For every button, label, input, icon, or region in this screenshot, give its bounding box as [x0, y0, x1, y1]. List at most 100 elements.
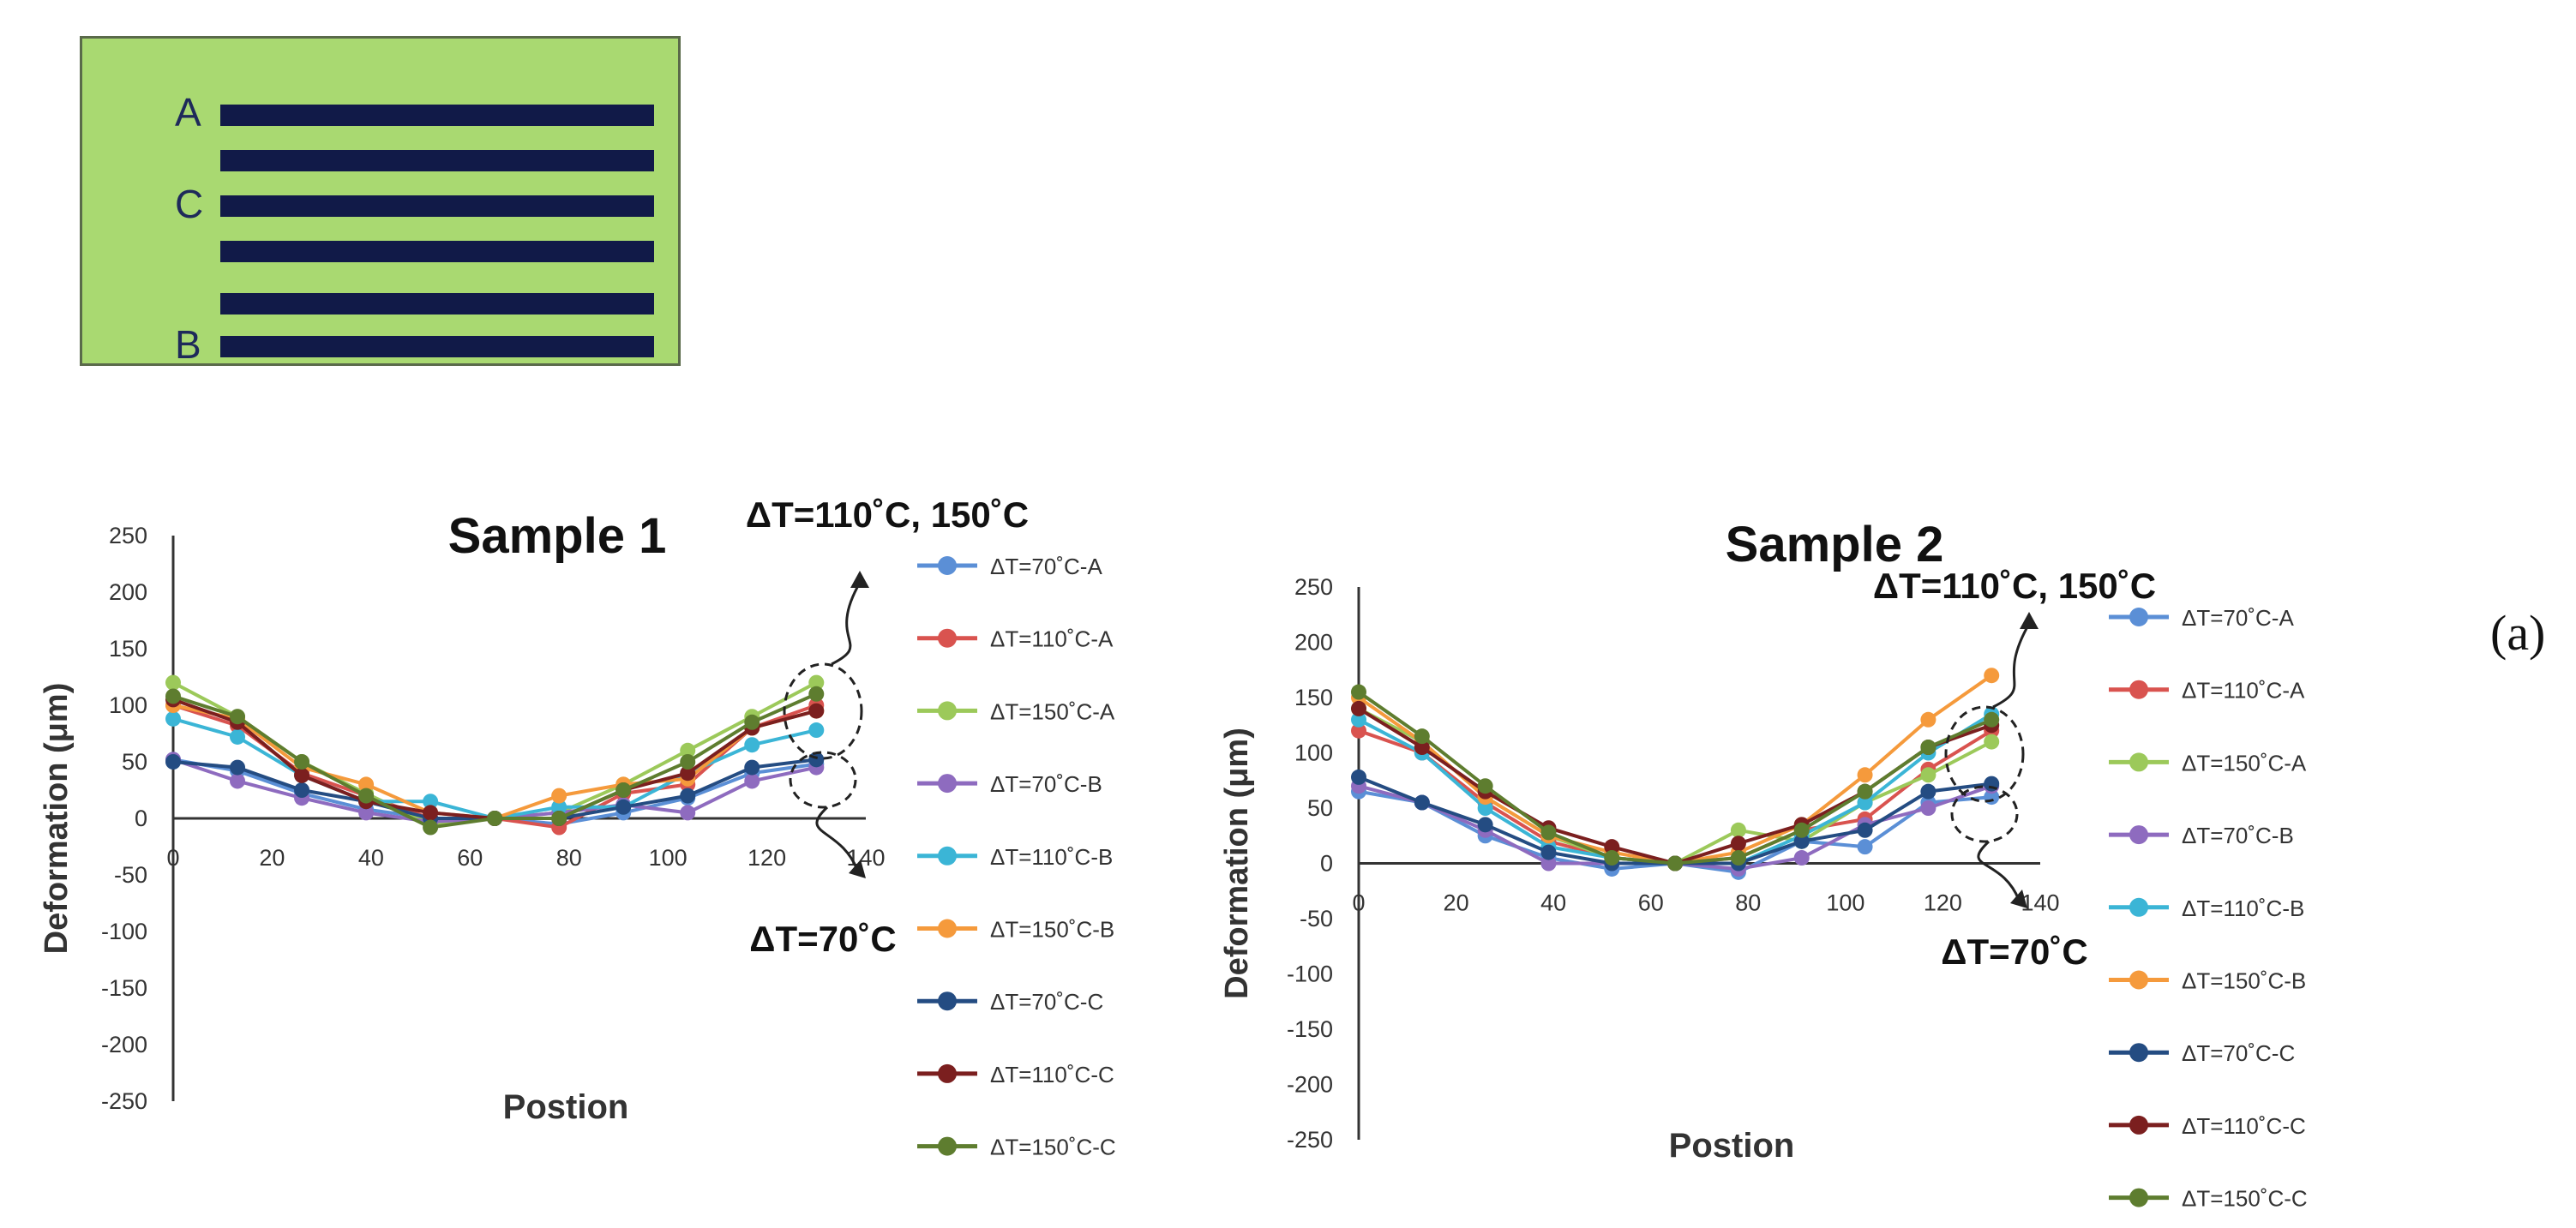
data-point	[1857, 794, 1873, 811]
data-point	[487, 811, 503, 826]
y-tick-label: 150	[1294, 685, 1333, 710]
legend-marker	[2129, 1043, 2148, 1063]
chart-title: Sample 2	[1726, 517, 1944, 572]
legend-marker	[938, 701, 957, 721]
data-point	[1604, 839, 1620, 855]
legend-label: ΔT=70˚C-C	[990, 989, 1103, 1015]
strip-label-b: B	[175, 322, 201, 367]
data-point	[1540, 844, 1557, 860]
legend-label: ΔT=70˚C-B	[990, 771, 1102, 797]
data-point	[615, 799, 632, 815]
legend-marker	[2129, 608, 2148, 626]
electrode-stripe	[220, 195, 654, 217]
data-point	[744, 737, 760, 753]
y-tick-label: -100	[1287, 961, 1333, 987]
legend-label: ΔT=70˚C-A	[990, 554, 1102, 579]
series-line	[1358, 728, 1993, 866]
y-tick-label: -200	[1287, 1072, 1333, 1098]
y-axis-label: Deformation (μm)	[1219, 728, 1255, 999]
data-point	[165, 674, 181, 691]
legend-marker	[938, 1136, 957, 1156]
data-point	[230, 759, 246, 776]
x-tick-label: 140	[2021, 890, 2059, 916]
data-point	[358, 788, 375, 804]
y-tick-label: -100	[101, 919, 147, 944]
legend-label: ΔT=150˚C-C	[2182, 1186, 2308, 1212]
y-tick-label: -200	[101, 1032, 147, 1057]
data-point	[808, 686, 825, 702]
data-point	[744, 714, 760, 730]
annotation-circle	[789, 751, 857, 809]
data-point	[1920, 783, 1937, 800]
y-tick-label: 250	[1294, 574, 1333, 600]
legend-label: ΔT=70˚C-C	[2182, 1040, 2295, 1066]
data-point	[1920, 740, 1937, 756]
data-point	[1477, 778, 1493, 794]
data-point	[744, 759, 760, 776]
y-tick-label: 250	[109, 523, 147, 548]
panel-label: (a)	[2490, 605, 2546, 661]
annotation-arrow	[1992, 623, 2031, 709]
data-point	[1730, 850, 1746, 866]
data-point	[230, 728, 246, 745]
data-point	[423, 819, 439, 836]
electrode-schematic: A C B	[80, 36, 681, 367]
data-point	[1793, 850, 1810, 866]
legend-marker	[2129, 752, 2148, 772]
data-point	[1730, 836, 1746, 852]
series-line	[172, 704, 817, 830]
annotation-arrow	[1977, 840, 2021, 901]
data-point	[1984, 668, 2000, 684]
legend-label: ΔT=150˚C-B	[990, 917, 1114, 943]
legend-marker	[938, 1063, 957, 1083]
y-tick-label: 0	[1320, 851, 1333, 877]
data-point	[680, 754, 696, 770]
x-tick-label: 100	[1826, 890, 1864, 916]
data-point	[1351, 684, 1366, 700]
data-point	[1857, 783, 1873, 800]
data-point	[1920, 767, 1937, 783]
y-tick-label: -50	[114, 862, 147, 888]
data-point	[1793, 833, 1810, 849]
x-tick-label: 60	[457, 845, 483, 871]
data-point	[1351, 700, 1366, 716]
data-point	[1984, 711, 2000, 728]
electrode-stripe	[220, 241, 654, 262]
data-point	[1477, 800, 1493, 816]
legend-label: ΔT=150˚C-C	[990, 1135, 1116, 1160]
y-tick-label: -150	[1287, 1016, 1333, 1042]
legend-label: ΔT=150˚C-A	[2182, 750, 2307, 776]
arrow-head	[849, 860, 866, 878]
data-point	[1857, 767, 1873, 783]
data-point	[294, 754, 310, 770]
legend-label: ΔT=110˚C-A	[2182, 678, 2305, 704]
x-tick-label: 120	[748, 845, 786, 871]
x-tick-label: 80	[556, 845, 582, 871]
y-tick-label: 100	[1294, 740, 1333, 766]
x-tick-label: 140	[846, 845, 885, 871]
x-tick-label: 0	[166, 845, 179, 871]
data-point	[680, 788, 696, 804]
chart-sample-2: Sample 2250200150100500-50-100-150-200-2…	[1219, 517, 2308, 1212]
y-tick-label: 50	[122, 749, 147, 775]
annotation-label-lower: ΔT=70˚C	[1941, 931, 2087, 972]
data-point	[551, 811, 567, 826]
legend-marker	[2129, 680, 2148, 699]
annotation-arrow	[831, 582, 862, 666]
series-line	[172, 704, 817, 821]
legend-marker	[2129, 1188, 2148, 1207]
data-point	[744, 773, 760, 789]
legend-marker	[938, 991, 957, 1011]
legend-marker	[2129, 970, 2148, 990]
x-tick-label: 20	[1444, 890, 1469, 916]
legend-label: ΔT=150˚C-B	[2182, 968, 2306, 994]
x-tick-label: 0	[1352, 890, 1365, 916]
annotation-arrow	[815, 806, 859, 871]
data-point	[1793, 822, 1810, 838]
x-tick-label: 40	[358, 845, 384, 871]
legend-label: ΔT=110˚C-C	[990, 1062, 1114, 1087]
data-point	[358, 805, 375, 821]
legend-marker	[2129, 1115, 2148, 1135]
y-tick-label: -150	[101, 975, 147, 1001]
data-point	[230, 709, 246, 725]
